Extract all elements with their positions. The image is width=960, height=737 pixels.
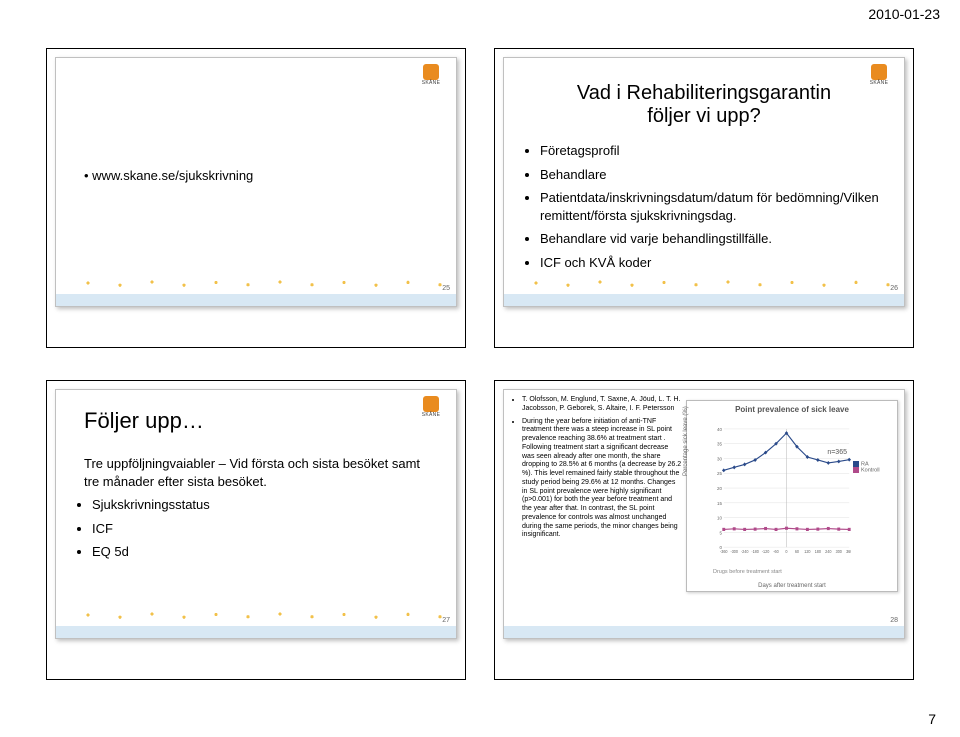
body-text: During the year before initiation of ant… (522, 418, 682, 541)
text-column: T. Olofsson, M. Englund, T. Saxne, A. Jö… (510, 396, 682, 544)
authors-text: T. Olofsson, M. Englund, T. Saxne, A. Jö… (522, 396, 682, 414)
slide-top-right: SKÅNE Vad i Rehabiliteringsgarantin följ… (494, 48, 914, 348)
slide-top-left: SKÅNE • www.skane.se/sjukskrivning 25 (46, 48, 466, 348)
footprint-decoration (56, 272, 456, 294)
svg-text:0: 0 (785, 549, 788, 554)
legend: RA Kontroll (853, 461, 895, 474)
bullet-item: ICF (92, 520, 442, 538)
bullet-item: Företagsprofil (540, 142, 890, 160)
logo-text: SKÅNE (414, 80, 448, 86)
svg-text:300: 300 (836, 549, 843, 554)
svg-text:180: 180 (815, 549, 822, 554)
svg-text:-300: -300 (730, 549, 738, 554)
slide-footer-bar (56, 294, 456, 306)
svg-text:-120: -120 (762, 549, 770, 554)
svg-text:30: 30 (717, 456, 722, 461)
slide-footer-bar (504, 294, 904, 306)
plot-area: 0510152025303540-360-300-240-180-120-600… (713, 425, 851, 557)
x-axis-label: Days after treatment start (687, 583, 897, 589)
skane-logo: SKÅNE (862, 64, 896, 86)
svg-text:240: 240 (825, 549, 832, 554)
bullet-item: Behandlare (540, 166, 890, 184)
skane-logo: SKÅNE (414, 396, 448, 418)
svg-text:40: 40 (717, 427, 722, 432)
page-number: 7 (928, 711, 936, 727)
slide-bottom-right: T. Olofsson, M. Englund, T. Saxne, A. Jö… (494, 380, 914, 680)
svg-text:-240: -240 (741, 549, 749, 554)
slide-title: Vad i Rehabiliteringsgarantin följer vi … (504, 58, 904, 140)
x-sublabel: Drugs before treatment start (713, 569, 782, 575)
svg-text:120: 120 (804, 549, 811, 554)
lead-text: Tre uppföljningvaiabler – Vid första och… (56, 445, 456, 494)
svg-text:360: 360 (846, 549, 851, 554)
svg-text:25: 25 (717, 471, 722, 476)
slide-card: SKÅNE • www.skane.se/sjukskrivning 25 (55, 57, 457, 307)
chart-title: Point prevalence of sick leave (687, 401, 897, 414)
svg-text:15: 15 (717, 501, 722, 506)
svg-text:20: 20 (717, 486, 722, 491)
title-line2: följer vi upp? (647, 105, 760, 127)
logo-text: SKÅNE (414, 412, 448, 418)
slide-footer-bar (504, 626, 904, 638)
slide-footer-bar (56, 626, 456, 638)
svg-text:-180: -180 (751, 549, 759, 554)
bullet-item: Behandlare vid varje behandlingstillfäll… (540, 230, 890, 248)
svg-text:-60: -60 (773, 549, 779, 554)
slide-card: SKÅNE Följer upp… Tre uppföljningvaiable… (55, 389, 457, 639)
footprint-decoration (56, 604, 456, 626)
url-text: • www.skane.se/sjukskrivning (56, 58, 456, 183)
slide-number: 27 (442, 617, 450, 624)
bullet-list: Sjukskrivningsstatus ICF EQ 5d (92, 496, 442, 561)
slide-number: 25 (442, 285, 450, 292)
slide-number: 28 (890, 617, 898, 624)
bullet-item: EQ 5d (92, 543, 442, 561)
line-chart: Point prevalence of sick leave n=365 Per… (686, 400, 898, 592)
logo-icon (871, 64, 887, 80)
legend-item: Kontroll (853, 467, 895, 473)
logo-icon (423, 64, 439, 80)
bullet-item: Patientdata/inskrivningsdatum/datum för … (540, 189, 890, 224)
slide-card: SKÅNE Vad i Rehabiliteringsgarantin följ… (503, 57, 905, 307)
y-axis-label: Percentage sick leave (%) (683, 406, 689, 476)
logo-text: SKÅNE (862, 80, 896, 86)
slide-bottom-left: SKÅNE Följer upp… Tre uppföljningvaiable… (46, 380, 466, 680)
bullet-list: Företagsprofil Behandlare Patientdata/in… (540, 142, 890, 271)
svg-text:-360: -360 (720, 549, 728, 554)
svg-text:10: 10 (717, 515, 722, 520)
slide-number: 26 (890, 285, 898, 292)
bullet-item: ICF och KVÅ koder (540, 254, 890, 272)
skane-logo: SKÅNE (414, 64, 448, 86)
svg-text:60: 60 (795, 549, 800, 554)
logo-icon (423, 396, 439, 412)
footprint-decoration (504, 272, 904, 294)
slide-card: T. Olofsson, M. Englund, T. Saxne, A. Jö… (503, 389, 905, 639)
title-line1: Vad i Rehabiliteringsgarantin (577, 82, 831, 104)
svg-text:35: 35 (717, 442, 722, 447)
slide-title: Följer upp… (56, 390, 456, 445)
bullet-item: Sjukskrivningsstatus (92, 496, 442, 514)
svg-text:5: 5 (719, 530, 722, 535)
page-date: 2010-01-23 (868, 6, 940, 22)
